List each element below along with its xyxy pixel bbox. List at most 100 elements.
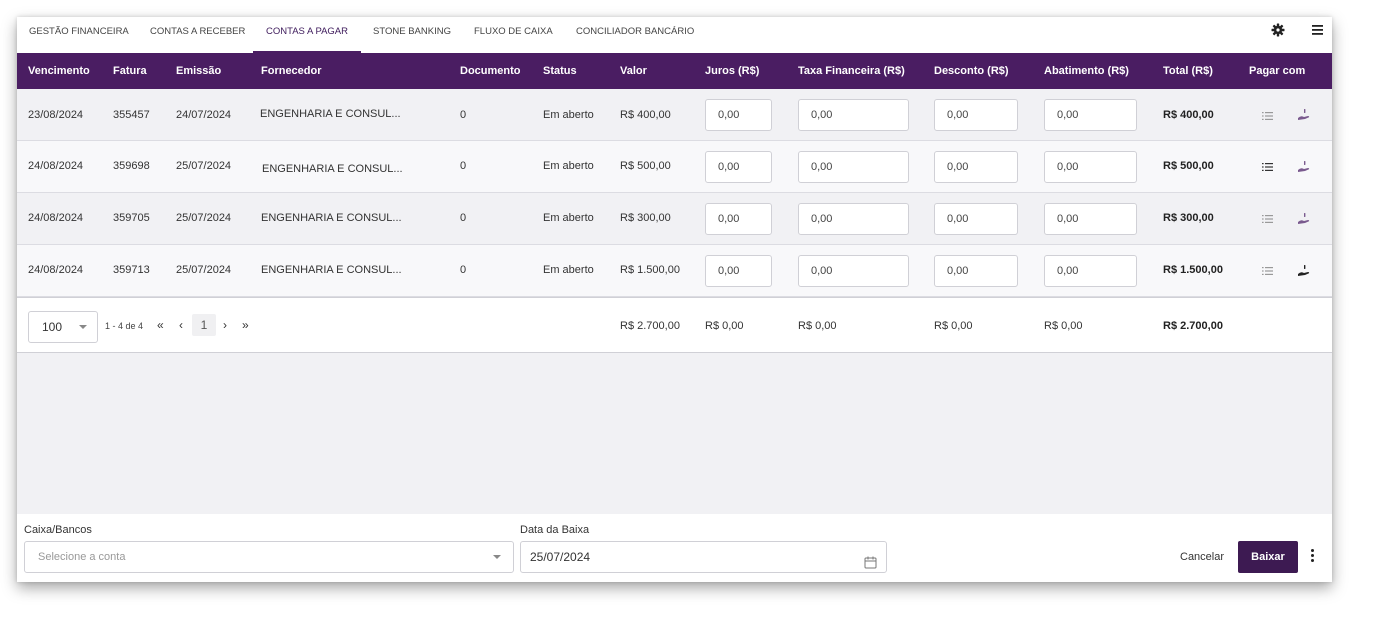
cell-fornecedor: ENGENHARIA E CONSUL... [261,264,402,276]
pagination-range: 1 - 4 de 4 [105,321,144,331]
abatimento-input[interactable]: 0,00 [1044,255,1137,287]
cell-valor: R$ 400,00 [620,109,671,121]
cell-fornecedor: ENGENHARIA E CONSUL... [261,212,402,224]
table-row[interactable]: 24/08/2024 359698 25/07/2024 ENGENHARIA … [17,141,1332,193]
cell-emissao: 25/07/2024 [176,160,232,172]
list-icon[interactable] [1261,264,1275,278]
pay-hand-icon[interactable] [1297,108,1311,122]
cell-status: Em aberto [543,109,594,121]
cell-total: R$ 1.500,00 [1163,264,1223,276]
data-baixa-input[interactable]: 25/07/2024 [520,541,887,573]
more-options-icon[interactable] [1307,549,1317,565]
taxa-financeira-input[interactable]: 0,00 [798,99,909,131]
desconto-input[interactable]: 0,00 [934,151,1018,183]
prev-page-button[interactable]: ‹ [179,318,183,332]
tab-contas-a-pagar[interactable]: CONTAS A PAGAR [253,17,362,53]
pay-hand-icon[interactable] [1297,212,1311,226]
desconto-input[interactable]: 0,00 [934,203,1018,235]
cell-emissao: 25/07/2024 [176,212,232,224]
cell-fatura: 359713 [113,264,150,276]
data-baixa-value: 25/07/2024 [530,550,591,564]
gear-icon[interactable] [1270,22,1286,38]
col-total[interactable]: Total (R$) [1163,65,1213,77]
cancel-button[interactable]: Cancelar [1180,551,1225,563]
col-status[interactable]: Status [543,65,577,77]
data-baixa-label: Data da Baixa [520,524,590,536]
col-juros[interactable]: Juros (R$) [705,65,760,77]
desconto-input[interactable]: 0,00 [934,255,1018,287]
cell-documento: 0 [460,264,467,276]
page-size-select[interactable]: 100 [28,311,98,343]
tab-bar: GESTÃO FINANCEIRA CONTAS A RECEBER CONTA… [17,17,1332,53]
col-valor[interactable]: Valor [620,65,647,77]
cell-valor: R$ 500,00 [620,160,671,172]
col-taxa-financeira[interactable]: Taxa Financeira (R$) [798,65,905,77]
total-geral: R$ 2.700,00 [1163,320,1223,332]
chevron-down-icon [493,555,501,559]
pay-hand-icon[interactable] [1297,160,1311,174]
cell-vencimento: 23/08/2024 [28,109,84,121]
juros-input[interactable]: 0,00 [705,255,772,287]
col-abatimento[interactable]: Abatimento (R$) [1044,65,1129,77]
cell-total: R$ 300,00 [1163,212,1214,224]
total-valor: R$ 2.700,00 [620,320,680,332]
list-icon[interactable] [1261,160,1275,174]
desconto-input[interactable]: 0,00 [934,99,1018,131]
menu-icon[interactable] [1310,22,1326,38]
col-fornecedor[interactable]: Fornecedor [261,65,322,77]
cell-status: Em aberto [543,212,594,224]
cell-total: R$ 400,00 [1163,109,1214,121]
total-desconto: R$ 0,00 [934,320,973,332]
tab-stone-banking[interactable]: STONE BANKING [373,26,451,37]
col-desconto[interactable]: Desconto (R$) [934,65,1009,77]
last-page-button[interactable]: » [242,318,249,332]
current-page[interactable]: 1 [192,314,216,336]
contas-a-pagar-window: GESTÃO FINANCEIRA CONTAS A RECEBER CONTA… [17,17,1332,582]
cell-emissao: 25/07/2024 [176,264,232,276]
total-abatimento: R$ 0,00 [1044,320,1083,332]
cell-documento: 0 [460,212,467,224]
col-emissao[interactable]: Emissão [176,65,222,77]
tab-conciliador-bancario[interactable]: CONCILIADOR BANCÁRIO [576,26,695,37]
col-documento[interactable]: Documento [460,65,521,77]
totals-pagination-bar: 100 1 - 4 de 4 « ‹ 1 › » R$ 2.700,00 R$ … [17,297,1332,353]
table-row[interactable]: 24/08/2024 359705 25/07/2024 ENGENHARIA … [17,193,1332,245]
first-page-button[interactable]: « [157,318,164,332]
taxa-financeira-input[interactable]: 0,00 [798,255,909,287]
col-vencimento[interactable]: Vencimento [28,65,90,77]
cell-fornecedor: ENGENHARIA E CONSUL... [260,108,401,120]
next-page-button[interactable]: › [223,318,227,332]
taxa-financeira-input[interactable]: 0,00 [798,203,909,235]
table-row[interactable]: 23/08/2024 355457 24/07/2024 ENGENHARIA … [17,89,1332,141]
juros-input[interactable]: 0,00 [705,151,772,183]
table-header: Vencimento Fatura Emissão Fornecedor Doc… [17,53,1332,89]
tab-gestao-financeira[interactable]: GESTÃO FINANCEIRA [29,26,129,37]
caixa-bancos-placeholder: Selecione a conta [38,551,126,563]
juros-input[interactable]: 0,00 [705,99,772,131]
table-row[interactable]: 24/08/2024 359713 25/07/2024 ENGENHARIA … [17,245,1332,297]
cell-emissao: 24/07/2024 [176,109,232,121]
taxa-financeira-input[interactable]: 0,00 [798,151,909,183]
chevron-down-icon [79,325,87,329]
list-icon[interactable] [1261,109,1275,123]
cell-documento: 0 [460,160,467,172]
col-pagar-com: Pagar com [1249,65,1306,77]
baixar-button[interactable]: Baixar [1238,541,1298,573]
calendar-icon[interactable] [864,550,877,569]
cell-total: R$ 500,00 [1163,160,1214,172]
juros-input[interactable]: 0,00 [705,203,772,235]
cell-fatura: 359698 [113,160,150,172]
abatimento-input[interactable]: 0,00 [1044,203,1137,235]
abatimento-input[interactable]: 0,00 [1044,99,1137,131]
abatimento-input[interactable]: 0,00 [1044,151,1137,183]
cell-valor: R$ 1.500,00 [620,264,680,276]
pay-hand-icon[interactable] [1297,264,1311,278]
tab-contas-a-receber[interactable]: CONTAS A RECEBER [150,26,246,37]
col-fatura[interactable]: Fatura [113,65,147,77]
tab-fluxo-de-caixa[interactable]: FLUXO DE CAIXA [474,26,553,37]
total-juros: R$ 0,00 [705,320,744,332]
caixa-bancos-select[interactable]: Selecione a conta [24,541,514,573]
cell-vencimento: 24/08/2024 [28,160,84,172]
cell-valor: R$ 300,00 [620,212,671,224]
list-icon[interactable] [1261,212,1275,226]
